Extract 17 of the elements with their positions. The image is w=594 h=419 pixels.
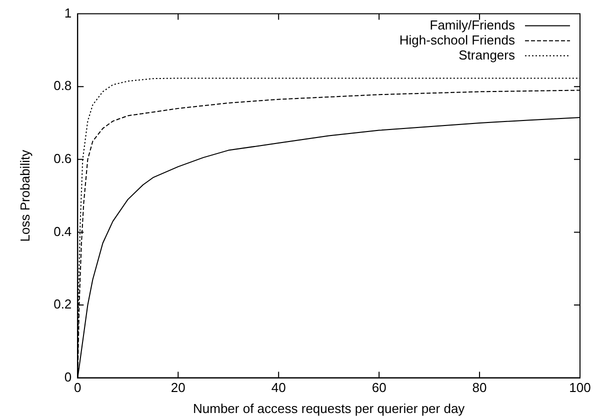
x-tick-label: 0 <box>74 380 82 396</box>
x-tick-label: 80 <box>472 380 487 396</box>
y-tick-label: 0.4 <box>54 224 72 239</box>
x-tick-label: 40 <box>271 380 286 396</box>
x-axis-title: Number of access requests per querier per day <box>192 400 466 416</box>
x-tick-label: 60 <box>372 380 386 396</box>
x-tick-label: 100 <box>569 380 591 396</box>
x-tick-label: 20 <box>170 380 186 396</box>
legend-label: Family/Friends <box>430 17 516 32</box>
legend-label: Strangers <box>458 47 516 62</box>
y-tick-label: 0.6 <box>54 150 72 166</box>
y-tick-label: 1 <box>64 5 72 20</box>
legend-label: High-school Friends <box>399 32 516 48</box>
y-tick-label: 0.8 <box>54 78 72 94</box>
y-axis-title: Loss Probability <box>17 149 32 242</box>
y-tick-label: 0 <box>64 369 72 384</box>
y-tick-label: 0.2 <box>54 296 72 312</box>
